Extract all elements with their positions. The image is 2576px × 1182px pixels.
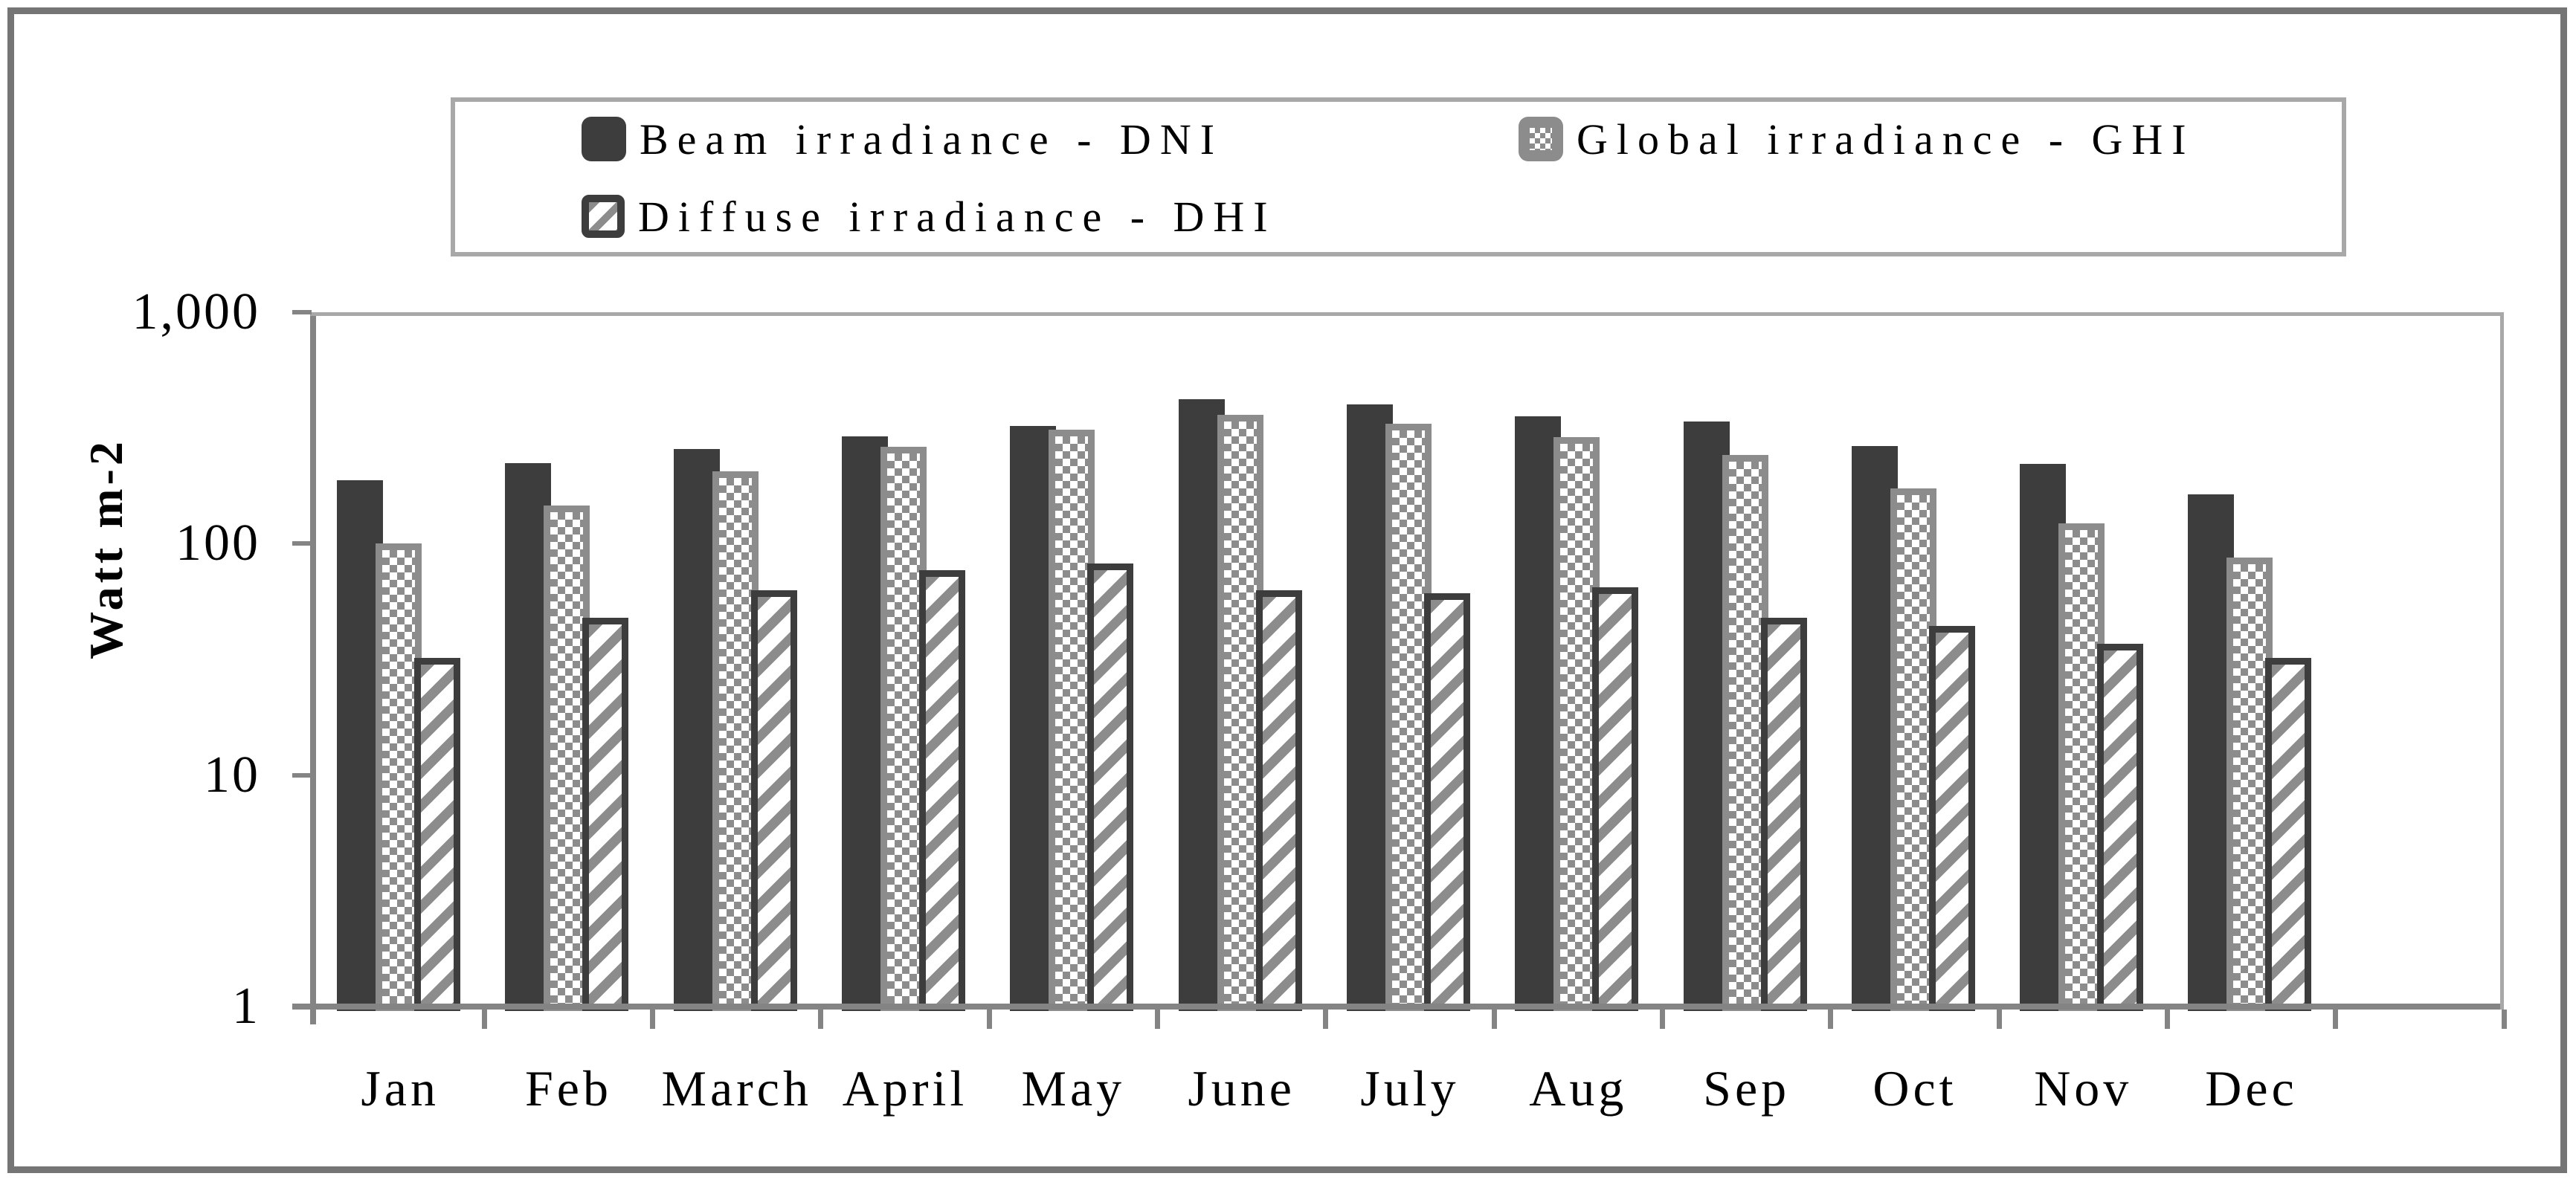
- x-category-label-may: May: [1021, 1060, 1126, 1117]
- y-tick-label-1: 1: [232, 978, 260, 1035]
- y-axis-line: [310, 312, 316, 1024]
- legend-swatch-dhi: [582, 195, 625, 238]
- bar-dhi-jan: [414, 658, 460, 1011]
- bar-dni-may: [1010, 425, 1057, 1011]
- legend-label-dni: Beam irradiance - DNI: [640, 114, 1224, 164]
- bar-dhi-oct: [1928, 626, 1975, 1011]
- bar-dni-oct: [1851, 446, 1898, 1011]
- legend-label-ghi: Global irradiance - GHI: [1577, 114, 2195, 164]
- bar-ghi-june: [1217, 414, 1263, 1011]
- x-tick: [481, 1010, 487, 1029]
- legend-swatch-ghi: [1519, 117, 1563, 161]
- x-tick: [818, 1010, 824, 1029]
- bar-dni-nov: [2020, 464, 2067, 1011]
- y-tick-1: [292, 1004, 312, 1009]
- x-tick: [1155, 1010, 1160, 1029]
- y-tick-label-1-000: 1,000: [132, 283, 260, 340]
- x-category-label-april: April: [842, 1060, 968, 1117]
- x-category-label-march: March: [661, 1060, 812, 1117]
- y-tick-100: [292, 541, 312, 546]
- x-tick: [1828, 1010, 1834, 1029]
- y-tick-1-000: [292, 310, 312, 314]
- x-category-label-june: June: [1188, 1060, 1295, 1117]
- bar-dhi-april: [918, 569, 965, 1011]
- bar-dni-dec: [2188, 494, 2235, 1011]
- legend-item-ghi: Global irradiance - GHI: [1519, 103, 2195, 175]
- x-category-label-dec: Dec: [2205, 1060, 2298, 1117]
- x-tick: [650, 1010, 656, 1029]
- x-tick: [2333, 1010, 2339, 1029]
- x-category-label-oct: Oct: [1873, 1060, 1957, 1117]
- x-category-label-sep: Sep: [1703, 1060, 1791, 1117]
- x-tick: [2501, 1010, 2507, 1029]
- bar-dhi-may: [1087, 563, 1134, 1011]
- x-category-label-nov: Nov: [2034, 1060, 2133, 1117]
- bar-dni-aug: [1515, 416, 1562, 1011]
- y-tick-label-100: 100: [176, 514, 260, 572]
- plot-frame-right: [2500, 312, 2504, 1010]
- legend-item-dhi: Diffuse irradiance - DHI: [582, 181, 1277, 252]
- x-tick: [1323, 1010, 1329, 1029]
- x-category-label-july: July: [1360, 1060, 1460, 1117]
- bar-dni-june: [1178, 399, 1225, 1011]
- bar-dni-jan: [337, 480, 383, 1011]
- x-axis-line: [292, 1004, 2504, 1010]
- bar-dhi-july: [1423, 593, 1470, 1011]
- bar-dhi-march: [750, 590, 797, 1011]
- legend-swatch-dni: [582, 117, 626, 161]
- x-category-label-jan: Jan: [361, 1060, 439, 1117]
- bar-dni-march: [673, 448, 720, 1011]
- x-tick: [1491, 1010, 1497, 1029]
- bar-dhi-sep: [1760, 617, 1807, 1011]
- bar-dni-feb: [505, 462, 552, 1011]
- legend: Beam irradiance - DNI Global irradiance -…: [451, 97, 2346, 256]
- x-tick: [1660, 1010, 1665, 1029]
- bar-dhi-dec: [2265, 658, 2312, 1011]
- bar-dni-sep: [1683, 422, 1730, 1011]
- bar-dni-april: [841, 436, 888, 1011]
- bar-dhi-aug: [1592, 587, 1639, 1011]
- x-category-label-aug: Aug: [1529, 1060, 1628, 1117]
- bar-dhi-june: [1255, 590, 1302, 1011]
- y-tick-10: [292, 772, 312, 778]
- x-tick: [1996, 1010, 2002, 1029]
- bar-dhi-nov: [2097, 643, 2144, 1011]
- legend-label-dhi: Diffuse irradiance - DHI: [638, 192, 1277, 241]
- x-category-label-feb: Feb: [524, 1060, 612, 1117]
- plot-frame-top: [310, 312, 2504, 316]
- legend-item-dni: Beam irradiance - DNI: [582, 103, 1223, 175]
- y-tick-label-10: 10: [204, 746, 260, 804]
- bar-dhi-feb: [582, 617, 629, 1011]
- x-tick: [2164, 1010, 2170, 1029]
- x-tick: [986, 1010, 992, 1029]
- bar-dni-july: [1346, 404, 1393, 1011]
